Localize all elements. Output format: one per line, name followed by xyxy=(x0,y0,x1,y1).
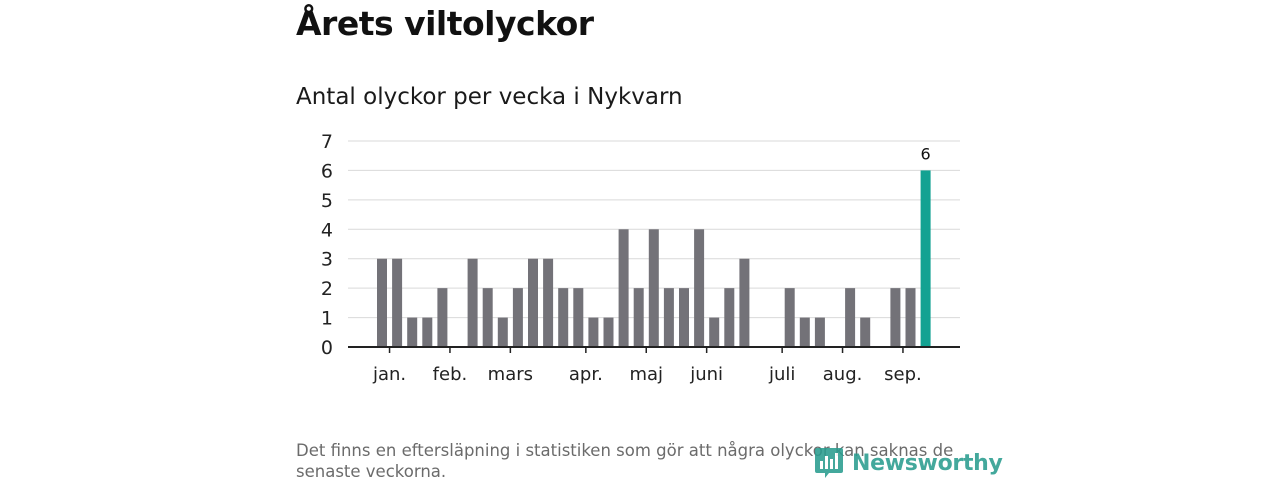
bar xyxy=(497,317,508,347)
x-tick-label: maj xyxy=(629,364,663,385)
bar xyxy=(588,317,599,347)
bar xyxy=(709,317,720,347)
bar xyxy=(437,288,448,347)
bar xyxy=(648,229,659,347)
bar xyxy=(512,288,523,347)
x-tick-label: feb. xyxy=(433,364,468,385)
bar xyxy=(543,258,554,347)
bar xyxy=(422,317,433,347)
y-tick-label: 4 xyxy=(321,219,333,241)
bar xyxy=(679,288,689,347)
bar xyxy=(482,288,493,347)
x-tick-label: juli xyxy=(768,364,795,385)
bar xyxy=(603,317,614,347)
x-tick-label: apr. xyxy=(569,364,603,385)
chart-subtitle: Antal olyckor per vecka i Nykvarn xyxy=(296,84,683,110)
brand-logo: Newsworthy xyxy=(814,446,1003,480)
x-tick-label: juni xyxy=(689,364,723,385)
brand-name: Newsworthy xyxy=(852,450,1003,476)
bar xyxy=(845,288,856,347)
bar xyxy=(905,288,916,347)
bar xyxy=(377,258,387,347)
chart-title: Årets viltolyckor xyxy=(296,4,594,43)
y-tick-label: 0 xyxy=(321,337,333,359)
bar xyxy=(618,229,629,347)
x-tick-label: mars xyxy=(488,364,533,385)
bar xyxy=(724,288,735,347)
bar xyxy=(799,317,810,347)
x-tick-label: jan. xyxy=(372,364,406,385)
y-tick-label: 7 xyxy=(321,131,333,153)
y-tick-label: 1 xyxy=(321,308,333,330)
bar xyxy=(890,288,901,347)
bar xyxy=(814,317,825,347)
bar xyxy=(407,317,418,347)
y-tick-label: 3 xyxy=(321,249,333,271)
y-tick-label: 2 xyxy=(321,278,333,300)
y-tick-label: 5 xyxy=(321,190,333,212)
x-tick-label: aug. xyxy=(823,364,863,385)
bar-highlight xyxy=(920,170,931,347)
bar xyxy=(528,258,538,347)
newsworthy-logo-icon xyxy=(815,448,843,478)
bar xyxy=(694,229,705,347)
bar xyxy=(860,317,871,347)
x-tick-label: sep. xyxy=(884,364,922,385)
bar xyxy=(558,288,569,347)
bar xyxy=(573,288,584,347)
data-label: 6 xyxy=(921,144,931,163)
bar xyxy=(663,288,674,347)
bar xyxy=(392,258,403,347)
footnote: Det finns en eftersläpning i statistiken… xyxy=(296,441,954,481)
bar xyxy=(784,288,795,347)
bar xyxy=(467,258,478,347)
bar-chart: 0 1 2 3 4 5 6 7 6 jan. feb. mars apr. maj juni juli aug.… xyxy=(321,131,960,385)
y-tick-label: 6 xyxy=(321,160,333,182)
bar xyxy=(739,258,750,347)
bar xyxy=(633,288,644,347)
